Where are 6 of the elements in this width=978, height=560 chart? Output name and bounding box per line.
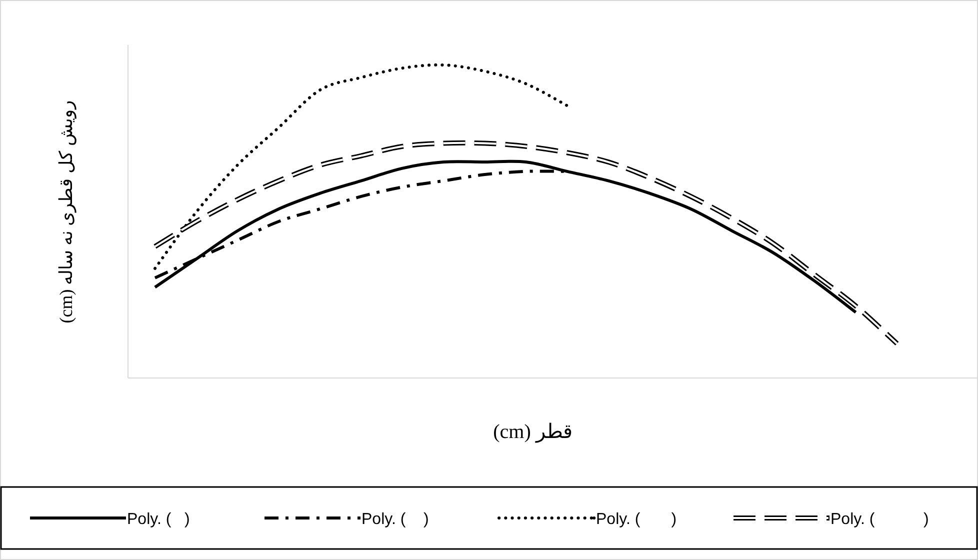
y-axis-title: رویش کل قطری نه ساله (cm) [56,100,77,324]
legend-label: Poly. ( ) [830,511,929,528]
legend-label: Poly. ( ) [596,511,677,528]
x-axis-title: قطر (cm) [493,421,573,443]
legend-label: Poly. ( ) [362,511,429,528]
legend-label: Poly. ( ) [127,511,190,528]
